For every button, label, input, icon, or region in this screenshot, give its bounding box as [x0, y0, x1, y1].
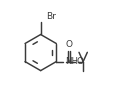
- Text: Br: Br: [46, 12, 56, 21]
- Text: NH: NH: [65, 57, 78, 66]
- Text: O: O: [77, 57, 84, 66]
- Text: O: O: [66, 40, 73, 49]
